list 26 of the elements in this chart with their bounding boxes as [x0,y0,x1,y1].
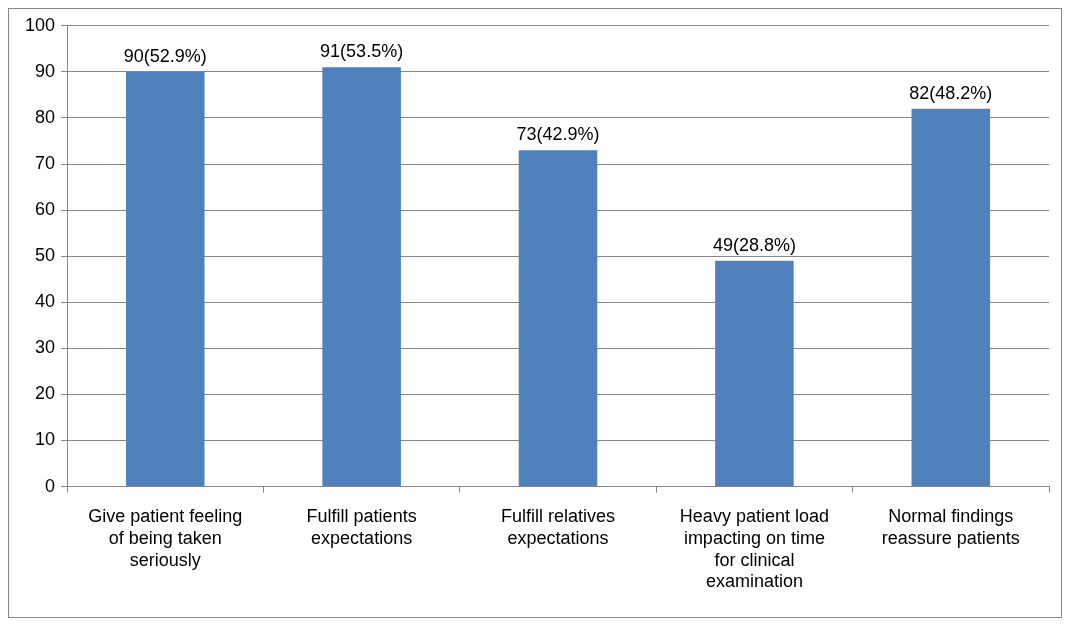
y-tick-label: 50 [35,245,56,266]
x-tick-label: Normal findings reassure patients [881,506,1020,548]
x-tick-label: Give patient feeling of being taken seriously [88,506,243,570]
y-tick-label: 60 [35,199,56,220]
data-label: 90(52.9%) [123,45,207,66]
y-tick-label: 10 [35,429,56,450]
data-label: 82(48.2%) [909,82,993,103]
y-tick-label: 100 [24,14,56,35]
y-tick-label: 20 [35,383,56,404]
bar [715,260,794,487]
bar [911,108,991,487]
data-label: 91(53.5%) [320,41,404,62]
bar [518,150,598,487]
x-tick-label: Fulfill patients expectations [306,506,417,548]
y-tick-label: 80 [35,106,56,127]
y-tick-label: 40 [35,291,56,312]
bar [322,67,401,487]
y-tick-label: 30 [35,337,56,358]
x-tick-label: Heavy patient load impacting on time for clinical examination [679,506,829,592]
y-tick-label: 90 [35,60,56,81]
data-label: 49(28.8%) [712,234,796,255]
bar [125,71,205,487]
data-label: 73(42.9%) [516,124,600,145]
x-tick-label: Fulfill relatives expectations [501,506,616,548]
y-tick-label: 0 [45,475,56,496]
y-tick-label: 70 [35,153,56,174]
